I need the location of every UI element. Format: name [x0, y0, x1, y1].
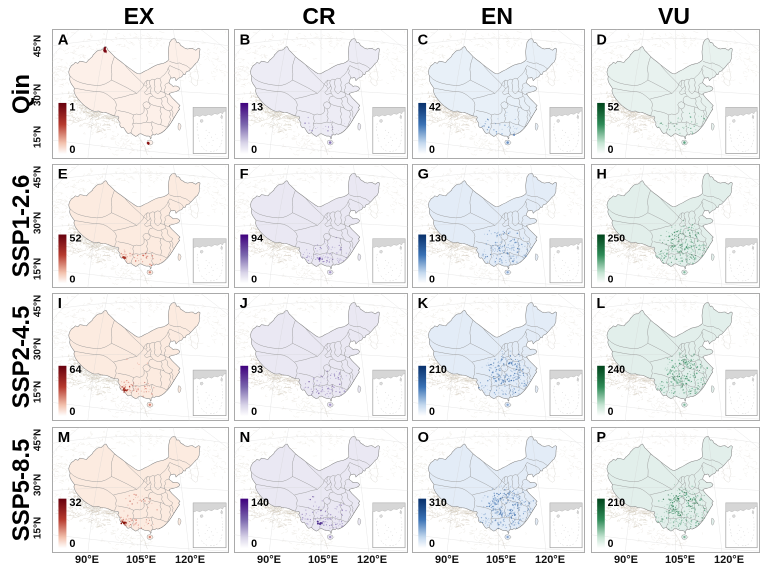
- svg-text:B: B: [240, 32, 251, 48]
- svg-text:250: 250: [608, 234, 626, 245]
- svg-text:C: C: [418, 32, 429, 48]
- svg-text:0: 0: [251, 538, 257, 550]
- svg-text:L: L: [597, 296, 606, 312]
- svg-text:0: 0: [429, 538, 435, 550]
- svg-text:0: 0: [251, 406, 257, 418]
- svg-text:G: G: [418, 167, 429, 183]
- svg-text:0: 0: [251, 273, 257, 285]
- svg-text:H: H: [597, 167, 607, 183]
- svg-text:0: 0: [69, 406, 75, 418]
- svg-text:94: 94: [251, 233, 263, 245]
- svg-text:13: 13: [251, 101, 263, 113]
- svg-text:0: 0: [251, 144, 257, 156]
- svg-text:52: 52: [69, 233, 81, 245]
- svg-text:E: E: [58, 167, 68, 183]
- svg-text:J: J: [240, 296, 248, 312]
- svg-text:0: 0: [429, 406, 435, 418]
- svg-text:0: 0: [429, 144, 435, 156]
- svg-text:0: 0: [69, 144, 75, 156]
- svg-text:0: 0: [608, 406, 614, 418]
- svg-text:93: 93: [251, 364, 263, 376]
- svg-text:1: 1: [69, 101, 75, 113]
- svg-text:0: 0: [69, 538, 75, 550]
- svg-text:F: F: [240, 167, 249, 183]
- svg-text:I: I: [58, 296, 62, 312]
- svg-text:O: O: [418, 430, 429, 446]
- svg-text:310: 310: [429, 497, 447, 509]
- svg-text:K: K: [418, 296, 429, 312]
- svg-text:0: 0: [608, 144, 614, 156]
- svg-text:N: N: [240, 430, 251, 446]
- svg-text:210: 210: [608, 497, 626, 509]
- svg-text:210: 210: [429, 364, 447, 376]
- svg-text:42: 42: [429, 101, 441, 113]
- svg-text:D: D: [597, 32, 607, 48]
- svg-text:0: 0: [429, 273, 435, 285]
- svg-text:240: 240: [608, 364, 626, 376]
- svg-text:64: 64: [69, 364, 81, 376]
- svg-text:140: 140: [251, 497, 269, 509]
- svg-text:0: 0: [608, 274, 614, 285]
- svg-text:52: 52: [608, 101, 620, 113]
- svg-text:0: 0: [69, 274, 75, 286]
- svg-text:A: A: [58, 32, 69, 48]
- svg-text:0: 0: [608, 538, 614, 550]
- svg-text:32: 32: [69, 497, 81, 509]
- svg-text:P: P: [597, 430, 607, 446]
- svg-text:M: M: [58, 430, 70, 446]
- svg-text:130: 130: [429, 233, 447, 245]
